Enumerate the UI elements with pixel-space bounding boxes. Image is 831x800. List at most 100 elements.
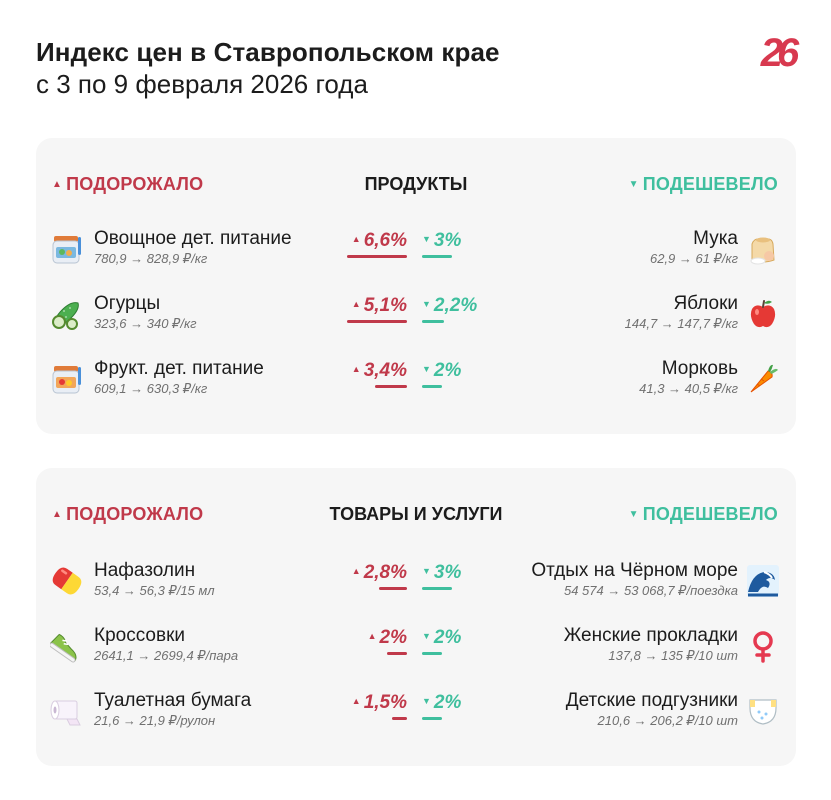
baby-food-jar-icon [52,236,81,264]
triangle-down-icon: ▼ [628,509,639,520]
increase-bar [392,717,407,720]
item-name: Туалетная бумага [94,690,252,711]
triangle-down-icon: ▼ [422,299,431,309]
page-subtitle: с 3 по 9 февраля 2026 года [36,69,368,99]
price-row: Фрукт. дет. питание 609,1 → 630,3 ₽/кг ▲… [36,358,796,406]
triangle-up-icon: ▲ [351,234,361,244]
triangle-up-icon: ▲ [367,631,377,641]
item-price: 21,6 → 21,9 ₽/рулон [94,713,216,728]
decrease-bar [422,385,442,388]
price-up-item: Нафазолин 53,4 → 56,3 ₽/15 мл [50,560,215,599]
price-down-item: Отдых на Чёрном море 54 574 → 53 068,7 ₽… [531,560,780,599]
price-down-item: Женские прокладки 137,8 → 135 ₽/10 шт [564,625,780,664]
triangle-down-icon: ▼ [422,631,431,641]
carrot-icon [750,364,778,393]
item-price: 137,8 → 135 ₽/10 шт [608,648,738,663]
decrease-percent: ▼ 2% [422,692,461,720]
decrease-bar [422,587,452,590]
increase-percent: ▲ 1,5% [352,692,407,720]
price-up-item: Овощное дет. питание 780,9 → 828,9 ₽/кг [50,228,292,267]
item-name: Яблоки [673,293,738,314]
item-name: Детские подгузники [565,690,738,711]
triangle-down-icon: ▼ [628,179,639,190]
item-name: Женские прокладки [563,625,738,646]
item-name: Овощное дет. питание [94,228,292,249]
section-header: ▲ ПОДОРОЖАЛО ПРОДУКТЫ ▼ ПОДЕШЕВЕЛО [36,174,796,196]
item-name: Морковь [661,358,738,379]
item-price: 2641,1 → 2699,4 ₽/пара [94,648,239,663]
diaper-icon [749,699,777,725]
item-price: 780,9 → 828,9 ₽/кг [94,251,208,266]
price-row: Овощное дет. питание 780,9 → 828,9 ₽/кг … [36,228,796,276]
item-price: 41,3 → 40,5 ₽/кг [639,381,738,396]
item-price: 323,6 → 340 ₽/кг [94,316,197,331]
price-down-item: Детские подгузники 210,6 → 206,2 ₽/10 шт [566,690,780,729]
flour-sack-icon [750,237,775,265]
increase-percent: ▲ 2,8% [352,562,407,590]
female-sign-icon [753,631,773,663]
price-row: Огурцы 323,6 → 340 ₽/кг ▲ 5,1% ▼ 2,2% Ябло… [36,293,796,341]
decrease-percent: ▼ 2% [422,360,461,388]
decrease-bar [422,255,452,258]
pill-icon [52,567,82,595]
triangle-up-icon: ▲ [351,364,361,374]
price-row: Кроссовки 2641,1 → 2699,4 ₽/пара ▲ 2% ▼ 2%… [36,625,796,673]
triangle-up-icon: ▲ [351,299,361,309]
apple-icon [750,300,776,328]
price-down-item: Морковь 41,3 → 40,5 ₽/кг [639,358,780,397]
price-up-item: Туалетная бумага 21,6 → 21,9 ₽/рулон [50,690,251,729]
header: Индекс цен в Ставропольском крае с 3 по … [36,36,500,100]
increase-bar [347,255,407,258]
triangle-up-icon: ▲ [52,509,63,520]
price-up-item: Фрукт. дет. питание 609,1 → 630,3 ₽/кг [50,358,264,397]
decrease-percent: ▼ 3% [422,562,461,590]
item-name: Мука [693,228,738,249]
item-name: Огурцы [94,293,161,314]
triangle-down-icon: ▼ [422,566,431,576]
increase-bar [347,320,407,323]
wave-icon [747,565,779,597]
price-down-item: Мука 62,9 → 61 ₽/кг [650,228,780,267]
item-price: 54 574 → 53 068,7 ₽/поездка [563,583,738,598]
increase-bar [379,587,407,590]
increase-percent: ▲ 2% [368,627,407,655]
triangle-up-icon: ▲ [52,179,63,190]
increase-percent: ▲ 3,4% [352,360,407,388]
price-row: Туалетная бумага 21,6 → 21,9 ₽/рулон ▲ 1,… [36,690,796,738]
decrease-label: ▼ ПОДЕШЕВЕЛО [628,174,778,194]
baby-food-jar-icon [52,366,81,394]
price-row: Нафазолин 53,4 → 56,3 ₽/15 мл ▲ 2,8% ▼ 3% … [36,560,796,608]
decrease-percent: ▼ 3% [422,230,461,258]
decrease-bar [422,717,442,720]
decrease-bar [422,652,442,655]
section-title: ТОВАРЫ И УСЛУГИ [329,504,503,524]
price-up-item: Кроссовки 2641,1 → 2699,4 ₽/пара [50,625,238,664]
item-name: Отдых на Чёрном море [531,560,738,581]
section-header: ▲ ПОДОРОЖАЛО ТОВАРЫ И УСЛУГИ ▼ ПОДЕШЕВЕЛО [36,504,796,526]
triangle-up-icon: ▲ [351,566,361,576]
item-name: Нафазолин [94,560,196,581]
toilet-paper-icon [50,700,81,726]
item-price: 62,9 → 61 ₽/кг [649,251,738,266]
logo-text: 26 [760,31,800,74]
item-price: 144,7 → 147,7 ₽/кг [624,316,738,331]
triangle-down-icon: ▼ [422,234,431,244]
item-name: Фрукт. дет. питание [94,358,264,379]
item-price: 210,6 → 206,2 ₽/10 шт [597,713,738,728]
triangle-down-icon: ▼ [422,364,431,374]
section-goods-services: ▲ ПОДОРОЖАЛО ТОВАРЫ И УСЛУГИ ▼ ПОДЕШЕВЕЛО … [36,468,796,766]
increase-label: ▲ ПОДОРОЖАЛО [52,504,204,524]
price-up-item: Огурцы 323,6 → 340 ₽/кг [50,293,197,332]
decrease-bar [422,320,444,323]
page-title: Индекс цен в Ставропольском крае [36,37,500,67]
item-price: 53,4 → 56,3 ₽/15 мл [94,583,215,598]
increase-percent: ▲ 5,1% [347,295,407,323]
item-name: Кроссовки [94,625,186,646]
sneaker-icon [50,633,77,663]
section-products: ▲ ПОДОРОЖАЛО ПРОДУКТЫ ▼ ПОДЕШЕВЕЛО Овощное… [36,138,796,434]
increase-percent: ▲ 6,6% [347,230,407,258]
increase-bar [387,652,407,655]
triangle-down-icon: ▼ [422,696,431,706]
triangle-up-icon: ▲ [351,696,361,706]
decrease-label: ▼ ПОДЕШЕВЕЛО [628,504,778,524]
